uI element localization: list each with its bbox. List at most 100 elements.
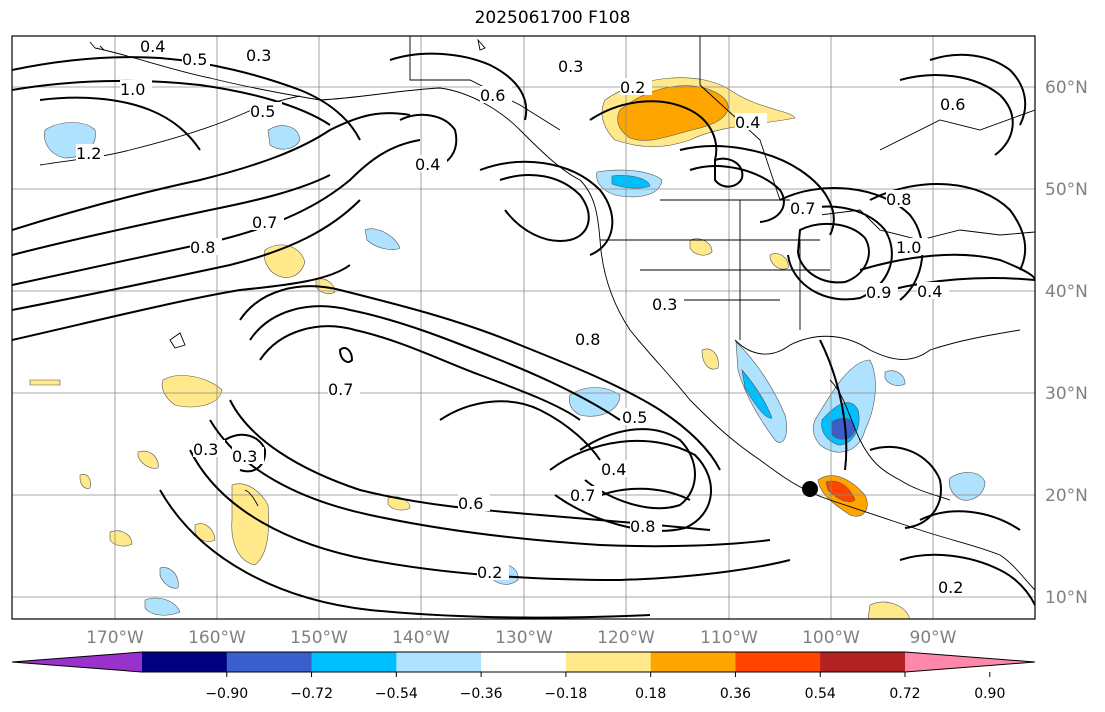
shaded-positive-small10: [29, 379, 61, 386]
graticule: [12, 36, 1035, 619]
shaded-negative-small2: [144, 597, 181, 616]
contour-label: 0.8: [630, 517, 655, 536]
contour-label: 0.2: [938, 578, 963, 597]
shaded-positive-small3: [701, 348, 719, 370]
contour-label: 0.4: [917, 282, 942, 301]
contour-label: 0.6: [458, 494, 483, 513]
shaded-positive-pacific-mx-core: [825, 480, 856, 502]
shaded-negative-bc-core: [611, 175, 651, 189]
lat-label: 10°N: [1045, 588, 1088, 608]
map-background: [12, 36, 1035, 619]
latitude-labels: 60°N 50°N 40°N 30°N 20°N 10°N: [1045, 78, 1088, 608]
contour-label: 0.2: [620, 78, 645, 97]
contour-label: 0.3: [558, 57, 583, 76]
contour-label: 0.9: [866, 283, 891, 302]
colorbar-tick-label: 0.18: [635, 686, 666, 702]
lon-label: 100°W: [802, 628, 860, 648]
contour-label: 1.2: [76, 144, 101, 163]
shaded-positive-orange-core: [617, 85, 729, 141]
colorbar-extend-high: [905, 652, 1035, 672]
lat-label: 50°N: [1045, 180, 1088, 200]
contour-label: 0.7: [570, 486, 595, 505]
contour-label: 0.6: [480, 86, 505, 105]
contour-label: 0.4: [735, 113, 760, 132]
contour-label: 0.4: [140, 37, 165, 56]
contour-label: 0.8: [575, 330, 600, 349]
shaded-positive-small11: [769, 253, 789, 270]
contour-label: 0.8: [190, 238, 215, 257]
colorbar-tick-label: 0.72: [889, 686, 920, 702]
lon-label: 130°W: [495, 628, 553, 648]
colorbar-tick-label: −0.36: [460, 686, 503, 702]
contour-label: 0.5: [250, 102, 275, 121]
colorbar-extend-low: [12, 652, 142, 672]
contour-label: 0.3: [246, 46, 271, 65]
shaded-negative-gulf-alaska: [267, 125, 301, 150]
colorbar-swatch: [311, 652, 397, 672]
colorbar-swatch: [396, 652, 482, 672]
colorbar: −0.90 −0.72 −0.54 −0.36 −0.18 0.18 0.36 0.54 0.7…: [11, 651, 1036, 702]
contour-label: 0.8: [886, 190, 911, 209]
lon-label: 140°W: [392, 628, 450, 648]
contour-labels: 0.4 0.5 0.3 1.0 1.2 0.3 0.6 0.2 0.4 0.7 …: [76, 37, 972, 597]
longitude-labels: 170°W 160°W 150°W 140°W 130°W 120°W 110°…: [86, 628, 957, 648]
lat-label: 40°N: [1045, 282, 1088, 302]
shaded-positive-hawaii: [231, 483, 269, 566]
lat-label: 20°N: [1045, 486, 1088, 506]
lon-label: 110°W: [700, 628, 758, 648]
colorbar-swatch: [226, 652, 313, 672]
lon-label: 160°W: [188, 628, 246, 648]
shaded-negative-gulf-deep: [831, 417, 856, 440]
contour-label: 0.6: [940, 95, 965, 114]
contour-label: 0.3: [193, 440, 218, 459]
contour-label: 0.7: [328, 380, 353, 399]
colorbar-tick-label: −0.72: [290, 686, 333, 702]
shaded-negative-small1: [159, 567, 179, 589]
colorbar-outline: [11, 651, 1036, 673]
contour-label: 0.7: [790, 199, 815, 218]
shaded-negative-small4: [884, 370, 906, 386]
colorbar-swatch: [650, 652, 736, 672]
contour-label: 0.4: [601, 460, 626, 479]
contour-label: 1.0: [120, 80, 145, 99]
colorbar-tick-label: −0.18: [544, 686, 587, 702]
colorbar-swatch: [142, 652, 228, 672]
shaded-negative-caribbean: [948, 472, 986, 501]
contour-label: 0.4: [415, 155, 440, 174]
map-title: 2025061700 F108: [474, 8, 631, 28]
lon-label: 120°W: [597, 628, 655, 648]
colorbar-tick-label: 0.54: [805, 686, 836, 702]
shaded-negative-mexico: [735, 341, 787, 443]
contour-label: 0.5: [182, 50, 207, 69]
shaded-positive-pacific2: [161, 375, 223, 408]
contour-label: 1.0: [896, 238, 921, 257]
contour-label: 0.5: [622, 408, 647, 427]
shaded-positive-small7: [867, 601, 911, 619]
shaded-negative-mexico-core: [741, 368, 773, 419]
contour-label: 0.2: [477, 563, 502, 582]
contour-label: 0.7: [252, 213, 277, 232]
shaded-positive-small5: [109, 530, 133, 547]
lon-label: 150°W: [290, 628, 348, 648]
colorbar-swatch: [565, 652, 652, 672]
colorbar-swatch: [820, 652, 906, 672]
map-frame: [11, 35, 1036, 620]
contour-label: 0.3: [652, 295, 677, 314]
lat-label: 60°N: [1045, 78, 1088, 98]
lat-label: 30°N: [1045, 384, 1088, 404]
contour-label: 0.3: [232, 447, 257, 466]
colorbar-tick-label: −0.90: [205, 686, 248, 702]
shaded-positive-small9: [79, 474, 91, 489]
colorbar-tick-label: 0.90: [974, 686, 1005, 702]
lon-label: 90°W: [910, 628, 957, 648]
storm-center-dot: [802, 481, 818, 497]
colorbar-tick-label: 0.36: [720, 686, 751, 702]
shaded-negative-pacific1: [364, 228, 401, 250]
colorbar-swatch: [481, 652, 567, 672]
shaded-positive-small8: [137, 450, 159, 469]
shaded-positive-small2: [689, 238, 713, 256]
lon-label: 170°W: [86, 628, 144, 648]
colorbar-swatch: [735, 652, 821, 672]
colorbar-tick-label: −0.54: [375, 686, 418, 702]
